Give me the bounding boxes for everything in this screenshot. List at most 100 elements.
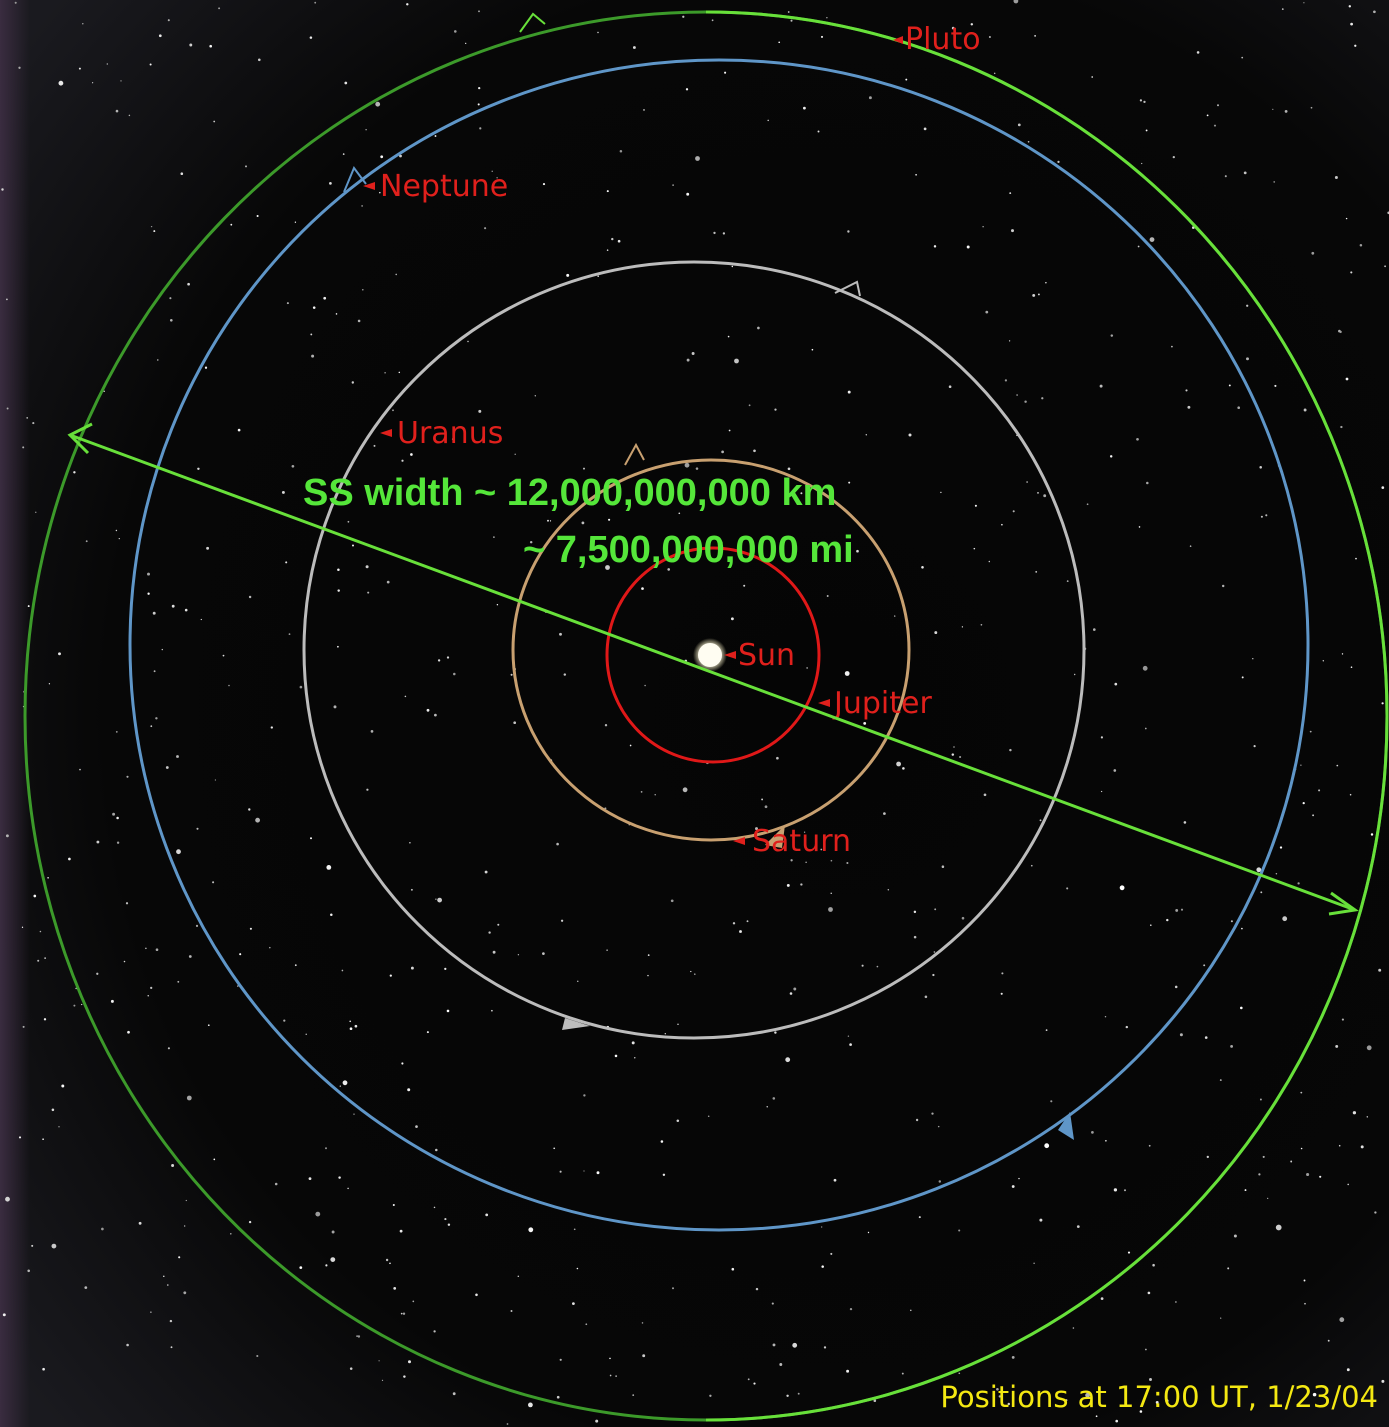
star — [447, 1223, 451, 1226]
star — [103, 390, 105, 392]
star — [239, 953, 242, 956]
star — [1009, 748, 1012, 752]
star — [157, 359, 159, 361]
star — [92, 82, 94, 84]
star — [596, 1171, 600, 1175]
star — [553, 1147, 556, 1150]
pointer — [818, 699, 830, 707]
star — [1275, 873, 1278, 875]
star — [488, 931, 491, 934]
star — [933, 951, 936, 953]
star — [865, 434, 867, 436]
star — [918, 1216, 921, 1219]
star — [401, 1062, 404, 1065]
star — [753, 449, 756, 453]
star — [1076, 1225, 1080, 1228]
neptune-orbit — [128, 58, 1310, 1232]
star — [1366, 1045, 1372, 1051]
star — [863, 722, 867, 725]
star — [1246, 304, 1249, 307]
star — [1001, 972, 1004, 975]
star — [695, 156, 700, 161]
star — [572, 1302, 575, 1305]
star — [1244, 1189, 1247, 1192]
star — [354, 1024, 358, 1028]
star — [662, 1173, 666, 1177]
node-marker — [343, 166, 367, 193]
star — [393, 1287, 397, 1290]
star — [1127, 1251, 1131, 1254]
star — [1000, 992, 1003, 995]
star — [48, 683, 51, 685]
star — [213, 1158, 216, 1161]
star — [1012, 510, 1015, 513]
star — [478, 409, 482, 413]
star — [437, 659, 441, 662]
star — [1253, 745, 1256, 748]
star — [1339, 1317, 1345, 1323]
star — [1246, 357, 1249, 361]
star — [255, 817, 260, 823]
star — [283, 1019, 286, 1022]
star — [517, 1275, 520, 1278]
star — [101, 1227, 104, 1231]
star — [410, 453, 413, 456]
star — [1352, 1111, 1357, 1115]
star — [1136, 437, 1139, 441]
pointer — [363, 182, 375, 190]
star — [126, 1343, 129, 1347]
star — [606, 190, 609, 193]
star — [496, 177, 498, 179]
star — [147, 592, 150, 595]
star — [1138, 526, 1141, 528]
star — [325, 1264, 328, 1267]
star — [152, 611, 156, 615]
star — [1145, 1348, 1147, 1351]
star — [1034, 35, 1036, 37]
star — [127, 1030, 130, 1034]
star — [206, 546, 210, 550]
star — [1139, 1410, 1143, 1413]
star — [1243, 171, 1247, 175]
star — [731, 265, 734, 268]
star — [641, 1322, 644, 1324]
star — [732, 922, 736, 925]
star — [1093, 628, 1096, 631]
star — [1179, 1033, 1183, 1037]
star — [349, 1020, 352, 1023]
star — [1066, 887, 1069, 890]
star — [608, 518, 611, 521]
star — [1366, 1116, 1369, 1118]
star — [559, 1358, 562, 1361]
star — [125, 902, 129, 905]
star — [1141, 162, 1143, 165]
star — [913, 935, 917, 939]
star — [996, 1387, 999, 1391]
star — [1306, 1172, 1310, 1177]
star — [1072, 1327, 1075, 1329]
star — [147, 572, 150, 576]
star — [1149, 237, 1155, 243]
star — [1350, 22, 1353, 26]
star — [1165, 1399, 1169, 1403]
star — [47, 876, 49, 879]
star — [1346, 1368, 1350, 1372]
star — [379, 191, 381, 194]
star — [291, 464, 295, 468]
sun — [698, 643, 722, 667]
star — [484, 227, 487, 230]
star — [188, 955, 192, 958]
star — [611, 237, 614, 241]
star — [404, 695, 407, 698]
star — [1311, 251, 1315, 255]
star — [1185, 389, 1188, 392]
star — [32, 422, 35, 425]
star — [479, 127, 482, 130]
star — [1303, 408, 1307, 412]
star — [1039, 819, 1042, 822]
star — [778, 41, 781, 44]
star — [1241, 56, 1244, 59]
star — [27, 605, 30, 608]
star — [1011, 1185, 1015, 1188]
